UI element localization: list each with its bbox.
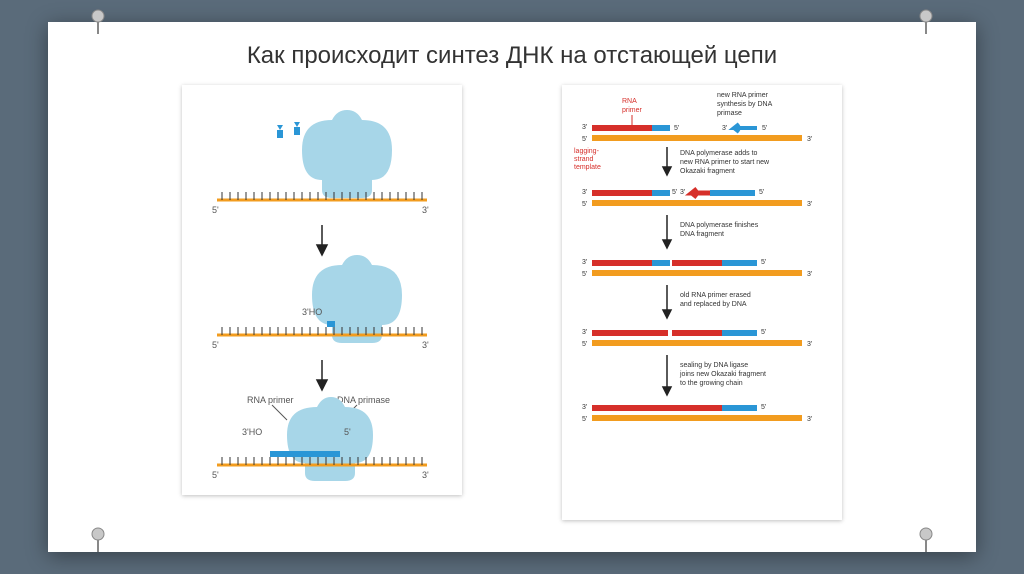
left-step3: RNA primer DNA primase 3'HO 5' 5' 3'	[212, 395, 429, 481]
slide: Как происходит синтез ДНК на отстающей ц…	[48, 22, 976, 552]
svg-text:3': 3'	[807, 201, 812, 208]
svg-text:5': 5'	[582, 416, 587, 423]
svg-text:5': 5'	[761, 404, 766, 411]
label-rna-primer: RNA primer	[247, 395, 294, 405]
right-step2: 3' 5' 3' 5' 5' 3'	[582, 189, 812, 208]
svg-text:Okazaki fragment: Okazaki fragment	[680, 168, 735, 175]
label-5prime: 5'	[212, 205, 219, 215]
svg-text:to the growing chain: to the growing chain	[680, 380, 743, 387]
svg-text:primase: primase	[717, 110, 742, 117]
label-3prime: 3'	[422, 205, 429, 215]
label-step3: DNA polymerase finishes	[680, 222, 759, 229]
svg-text:3': 3'	[807, 136, 812, 143]
svg-text:strand: strand	[574, 156, 594, 163]
svg-text:3': 3'	[722, 125, 727, 132]
label-step5: sealing by DNA ligase	[680, 362, 748, 369]
right-diagram: RNA primer new RNA primer synthesis by D…	[562, 85, 842, 520]
left-step2: 3'HO 5' 3'	[212, 255, 429, 350]
diagram-panels: 5' 3' 3'HO 5'	[78, 85, 946, 525]
svg-text:3': 3'	[807, 271, 812, 278]
svg-text:5': 5'	[212, 470, 219, 480]
right-step5: 3' 5' 5' 3'	[582, 404, 812, 423]
svg-text:5': 5'	[762, 125, 767, 132]
pushpin-icon	[916, 526, 936, 554]
right-step3: 3' 5' 5' 3'	[582, 259, 812, 278]
svg-text:template: template	[574, 164, 601, 171]
svg-text:5': 5'	[761, 329, 766, 336]
svg-text:5': 5'	[582, 136, 587, 143]
svg-text:new RNA primer to start new: new RNA primer to start new	[680, 159, 770, 166]
slide-title: Как происходит синтез ДНК на отстающей ц…	[78, 42, 946, 70]
left-step1: 5' 3'	[212, 110, 429, 215]
svg-text:5': 5'	[759, 189, 764, 196]
svg-text:3': 3'	[422, 340, 429, 350]
pushpin-icon	[88, 8, 108, 36]
svg-text:5': 5'	[674, 125, 679, 132]
svg-text:3': 3'	[807, 416, 812, 423]
label-3ho: 3'HO	[302, 307, 322, 317]
svg-text:3': 3'	[680, 189, 685, 196]
svg-text:5': 5'	[212, 340, 219, 350]
label-step1: new RNA primer	[717, 92, 769, 99]
svg-text:3': 3'	[582, 189, 587, 196]
svg-text:3': 3'	[582, 404, 587, 411]
svg-text:3': 3'	[422, 470, 429, 480]
label-lagging: lagging-	[574, 148, 600, 155]
svg-text:5': 5'	[672, 189, 677, 196]
svg-text:5': 5'	[582, 271, 587, 278]
primase-blob	[302, 110, 392, 198]
svg-text:3': 3'	[582, 124, 587, 131]
arrow-down-icon	[317, 360, 327, 390]
svg-text:3'HO: 3'HO	[242, 427, 262, 437]
svg-text:5': 5'	[344, 427, 351, 437]
svg-text:5': 5'	[761, 259, 766, 266]
svg-text:joins new Okazaki fragment: joins new Okazaki fragment	[679, 371, 766, 378]
svg-text:DNA fragment: DNA fragment	[680, 231, 724, 238]
svg-text:3': 3'	[807, 341, 812, 348]
left-diagram: 5' 3' 3'HO 5'	[182, 85, 462, 495]
svg-text:and replaced by DNA: and replaced by DNA	[680, 301, 747, 308]
svg-text:3': 3'	[582, 259, 587, 266]
arrow-down-icon	[317, 225, 327, 255]
svg-text:3': 3'	[582, 329, 587, 336]
label-step4: old RNA primer erased	[680, 292, 751, 299]
svg-text:5': 5'	[582, 341, 587, 348]
label-rna: RNA	[622, 98, 637, 105]
svg-text:synthesis by DNA: synthesis by DNA	[717, 101, 773, 108]
pushpin-icon	[916, 8, 936, 36]
label-dna-primase: DNA primase	[337, 395, 390, 405]
label-step2: DNA polymerase adds to	[680, 150, 758, 157]
svg-text:primer: primer	[622, 107, 643, 114]
right-step4: 3' 5' 5' 3'	[582, 329, 812, 348]
pushpin-icon	[88, 526, 108, 554]
svg-text:5': 5'	[582, 201, 587, 208]
right-step1: 3' 5' 3' 5' 5' 3'	[582, 124, 812, 143]
